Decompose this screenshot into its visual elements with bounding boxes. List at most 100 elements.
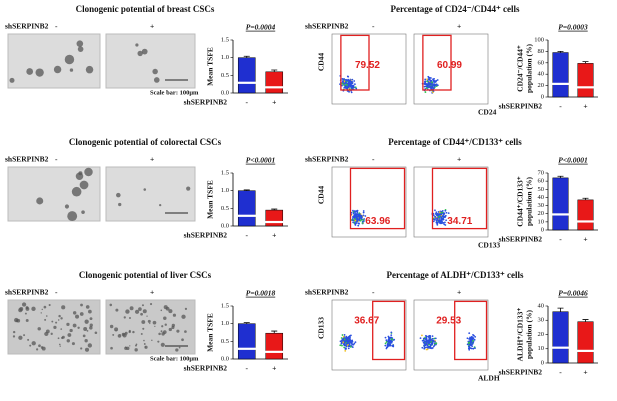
- y-tick-label: 10: [538, 345, 545, 352]
- p-value: P<0.0001: [558, 156, 587, 165]
- colony: [171, 325, 175, 330]
- colony: [84, 167, 93, 177]
- event-dot: [358, 213, 361, 216]
- colony: [31, 341, 36, 346]
- bar-break: [237, 81, 256, 84]
- colony: [143, 188, 147, 191]
- y-axis-label: population (%): [525, 44, 534, 93]
- event-dot: [356, 217, 359, 220]
- p-value: P=0.0003: [558, 23, 588, 32]
- flow-y-axis: CD44: [317, 53, 326, 72]
- bar: [577, 321, 594, 364]
- x-tick-label: -: [559, 235, 562, 244]
- event-dot: [434, 209, 436, 212]
- event-dot: [425, 343, 428, 346]
- bar: [265, 71, 284, 94]
- colony: [51, 320, 54, 323]
- event-dot: [468, 332, 471, 335]
- colony: [109, 324, 114, 329]
- event-dot: [433, 80, 435, 83]
- group-label: shSERPINB2: [5, 22, 49, 31]
- event-dot: [343, 346, 346, 349]
- event-dot: [432, 78, 435, 81]
- event-dot: [468, 347, 471, 350]
- event-dot: [351, 340, 354, 343]
- y-tick-label: 50: [538, 186, 545, 193]
- event-dot: [441, 211, 444, 214]
- colony: [181, 338, 184, 342]
- event-dot: [431, 335, 434, 338]
- group-label: shSERPINB2: [5, 155, 49, 164]
- colony: [53, 65, 62, 74]
- minus-label: -: [55, 155, 58, 164]
- bar-break: [237, 214, 256, 217]
- colony: [77, 326, 80, 329]
- colony: [129, 306, 134, 311]
- y-tick-label: 20: [538, 82, 545, 89]
- event-dot: [352, 219, 355, 222]
- y-tick-label: 0: [541, 359, 544, 366]
- event-dot: [466, 343, 469, 346]
- minus-label: -: [372, 22, 375, 31]
- event-dot: [342, 341, 345, 344]
- error-bar: [557, 307, 564, 312]
- event-dot: [472, 347, 475, 350]
- gate: [454, 300, 488, 361]
- event-dot: [430, 77, 432, 79]
- gate-percentage: 34.71: [447, 216, 472, 227]
- event-dot: [423, 342, 426, 345]
- event-dot: [434, 80, 437, 83]
- event-dot: [429, 79, 432, 82]
- p-value: P=0.0046: [558, 289, 588, 298]
- colony: [38, 344, 41, 348]
- plus-label: +: [457, 288, 461, 297]
- event-dot: [421, 346, 424, 349]
- event-dot: [350, 91, 353, 94]
- event-dot: [427, 339, 430, 342]
- event-dot: [347, 339, 350, 342]
- event-dot: [468, 345, 471, 348]
- event-dot: [436, 221, 439, 224]
- colony: [157, 340, 160, 343]
- colony: [160, 342, 165, 347]
- x-tick-label: -: [246, 364, 249, 373]
- colony: [48, 303, 51, 307]
- colony: [146, 315, 148, 317]
- scale-bar-label: Scale bar: 100μm: [150, 355, 199, 362]
- colony: [135, 344, 137, 347]
- event-dot: [428, 85, 431, 88]
- event-dot: [424, 78, 427, 81]
- event-dot: [387, 335, 390, 338]
- colony: [141, 48, 148, 55]
- colony: [80, 303, 83, 307]
- event-dot: [469, 341, 472, 344]
- event-dot: [354, 222, 357, 225]
- event-dot: [427, 75, 430, 78]
- event-dot: [347, 82, 350, 85]
- colony: [152, 320, 157, 325]
- event-dot: [387, 343, 390, 346]
- y-tick-label: 0: [541, 93, 544, 100]
- y-tick-label: 30: [538, 317, 545, 324]
- gate: [431, 167, 488, 230]
- colony: [60, 328, 63, 330]
- colony: [140, 332, 143, 335]
- y-tick-label: 100: [534, 36, 544, 43]
- colony: [69, 68, 74, 72]
- x-tick-label: +: [272, 364, 276, 373]
- event-dot: [441, 210, 444, 212]
- y-tick-label: 20: [538, 210, 545, 217]
- x-axis-label: shSERPINB2: [184, 231, 228, 240]
- x-tick-label: -: [246, 98, 249, 107]
- colony: [151, 339, 153, 342]
- colony: [21, 302, 27, 307]
- event-dot: [427, 83, 430, 86]
- event-dot: [341, 344, 343, 347]
- x-tick-label: +: [272, 98, 276, 107]
- event-dot: [442, 218, 445, 221]
- x-tick-label: +: [272, 231, 276, 240]
- event-dot: [430, 340, 433, 343]
- colony: [67, 333, 72, 337]
- colony: [153, 77, 160, 83]
- colony: [168, 327, 172, 332]
